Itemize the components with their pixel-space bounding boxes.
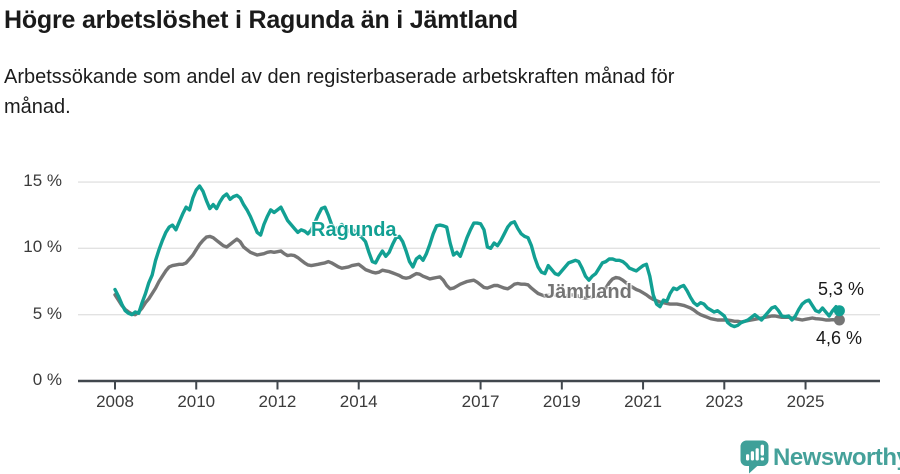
x-tick-label: 2012 — [258, 392, 297, 411]
series-end-dot-jämtland — [833, 314, 845, 326]
y-tick-label: 10 % — [23, 237, 62, 257]
y-tick-label: 0 % — [32, 370, 62, 389]
x-tick-label: 2008 — [96, 392, 134, 411]
series-line-ragunda — [113, 184, 842, 329]
x-tick-label: 2019 — [542, 392, 581, 411]
page-title: Högre arbetslöshet i Ragunda än i Jämtla… — [4, 6, 518, 34]
y-tick-label: 5 % — [32, 303, 62, 323]
end-value-label-ragunda: 5,3 % — [817, 279, 864, 299]
x-tick-label: 2014 — [339, 392, 378, 411]
x-tick-label: 2017 — [461, 392, 500, 411]
x-tick-label: 2023 — [705, 392, 744, 411]
end-value-label-jamtland: 4,6 % — [815, 328, 862, 348]
chart-subtitle: Arbetssökande som andel av den registerb… — [4, 62, 674, 122]
newsworthy-brand-link[interactable]: Newsworthy — [740, 440, 900, 474]
newsworthy-wordmark: Newsworthy — [773, 443, 900, 471]
series-label-ragunda: Ragunda — [311, 219, 397, 241]
x-tick-label: 2021 — [624, 392, 662, 411]
y-tick-label: 15 % — [23, 171, 62, 191]
x-tick-label: 2010 — [177, 392, 216, 411]
series-end-dot-ragunda — [833, 305, 845, 317]
chart-subtitle-line-2: månad. — [4, 96, 71, 118]
series-line-jämtland — [113, 234, 842, 324]
newsworthy-logo-icon — [740, 440, 769, 474]
x-tick-label: 2025 — [786, 392, 825, 411]
chart-subtitle-line-1: Arbetssökande som andel av den registerb… — [4, 66, 675, 88]
series-label-jamtland: Jämtland — [544, 281, 632, 303]
